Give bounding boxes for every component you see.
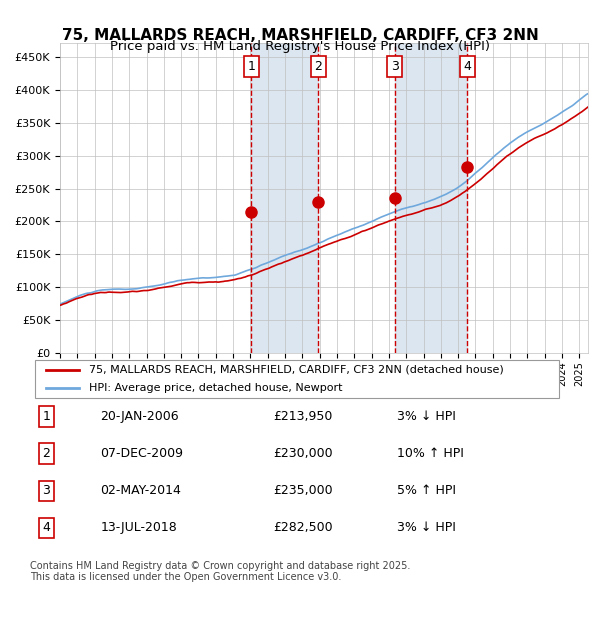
Bar xyxy=(251,43,318,353)
Text: 1: 1 xyxy=(42,410,50,423)
Text: 3% ↓ HPI: 3% ↓ HPI xyxy=(397,521,456,534)
Text: 02-MAY-2014: 02-MAY-2014 xyxy=(100,484,181,497)
Text: Price paid vs. HM Land Registry's House Price Index (HPI): Price paid vs. HM Land Registry's House … xyxy=(110,40,490,53)
Text: 4: 4 xyxy=(463,60,471,73)
Text: 3: 3 xyxy=(391,60,398,73)
Text: 1: 1 xyxy=(247,60,255,73)
Text: 13-JUL-2018: 13-JUL-2018 xyxy=(100,521,177,534)
Text: £235,000: £235,000 xyxy=(273,484,332,497)
Text: 20-JAN-2006: 20-JAN-2006 xyxy=(100,410,179,423)
Text: 10% ↑ HPI: 10% ↑ HPI xyxy=(397,447,464,460)
Text: 5% ↑ HPI: 5% ↑ HPI xyxy=(397,484,456,497)
Text: 2: 2 xyxy=(314,60,322,73)
Text: 3: 3 xyxy=(42,484,50,497)
Text: £282,500: £282,500 xyxy=(273,521,332,534)
Bar xyxy=(395,43,467,353)
Text: 75, MALLARDS REACH, MARSHFIELD, CARDIFF, CF3 2NN: 75, MALLARDS REACH, MARSHFIELD, CARDIFF,… xyxy=(62,28,538,43)
FancyBboxPatch shape xyxy=(35,360,559,398)
Text: 75, MALLARDS REACH, MARSHFIELD, CARDIFF, CF3 2NN (detached house): 75, MALLARDS REACH, MARSHFIELD, CARDIFF,… xyxy=(89,365,504,374)
Text: 4: 4 xyxy=(42,521,50,534)
Text: £230,000: £230,000 xyxy=(273,447,332,460)
Text: 07-DEC-2009: 07-DEC-2009 xyxy=(100,447,183,460)
Text: 3% ↓ HPI: 3% ↓ HPI xyxy=(397,410,456,423)
Text: HPI: Average price, detached house, Newport: HPI: Average price, detached house, Newp… xyxy=(89,383,343,393)
Text: £213,950: £213,950 xyxy=(273,410,332,423)
Text: 2: 2 xyxy=(42,447,50,460)
Text: Contains HM Land Registry data © Crown copyright and database right 2025.
This d: Contains HM Land Registry data © Crown c… xyxy=(30,560,410,582)
